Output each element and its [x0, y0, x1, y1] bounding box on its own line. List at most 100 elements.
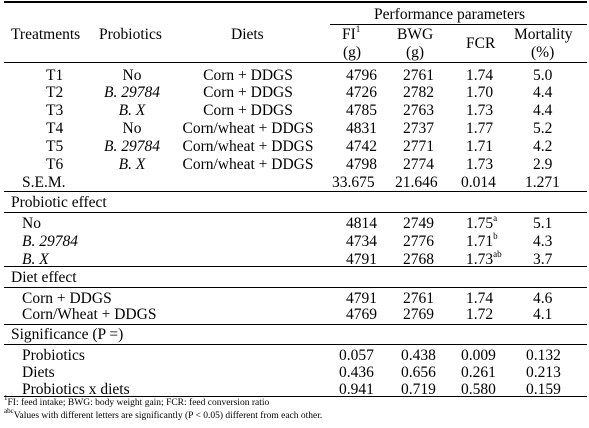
bwg-value: 2776 — [403, 233, 434, 250]
mortality-value: 4.2 — [533, 138, 553, 155]
mortality-pvalue: 0.213 — [526, 364, 561, 381]
diet-effect-title: Diet effect — [11, 269, 77, 286]
probiotic-value: No — [122, 67, 142, 84]
significance-title: Significance (P =) — [11, 326, 124, 343]
bottom-rule — [4, 396, 587, 397]
fi-value: 4726 — [346, 84, 377, 101]
col-header-diets: Diets — [231, 26, 264, 43]
diet-value: Corn/wheat + DDGS — [182, 120, 314, 137]
probiotic-value: B. X — [118, 102, 146, 119]
fi-value: 4791 — [346, 290, 377, 307]
fi-pvalue: 0.436 — [339, 364, 374, 381]
diet-value: Corn + DDGS — [203, 102, 293, 119]
diet-value: Corn + DDGS — [203, 84, 293, 101]
treatment-id: T5 — [46, 138, 64, 155]
probiotic-value: B. X — [118, 156, 146, 173]
bwg-pvalue: 0.656 — [401, 364, 436, 381]
probiotic-effect-label: B. X — [22, 251, 49, 268]
header-bottom-rule — [4, 62, 587, 63]
fcr-value: 1.73ab — [466, 248, 502, 268]
significance-letter: a — [493, 212, 498, 223]
treatment-id: T4 — [46, 120, 64, 137]
mortality-value: 5.1 — [533, 215, 553, 232]
fi-value: 4814 — [346, 215, 377, 232]
fi-value: 4796 — [346, 67, 377, 84]
bwg-pvalue: 0.438 — [401, 347, 436, 364]
mortality-value: 4.1 — [533, 306, 553, 323]
fcr-value: 1.77 — [466, 120, 494, 137]
fcr-value: 1.72 — [466, 306, 494, 323]
sem-label: S.E.M. — [22, 174, 66, 191]
significance-label: Probiotics x diets — [22, 381, 130, 398]
fi-value: 4769 — [346, 306, 377, 323]
performance-parameters-heading: Performance parameters — [374, 6, 526, 23]
significance-label: Diets — [22, 364, 55, 381]
probiotic-effect-title: Probiotic effect — [11, 194, 107, 211]
diet-value: Corn + DDGS — [203, 67, 293, 84]
top-rule — [4, 1, 587, 3]
diet-effect-label: Corn/Wheat + DDGS — [22, 306, 157, 323]
bwg-value: 2782 — [403, 84, 434, 101]
diet-value: Corn/wheat + DDGS — [182, 156, 314, 173]
col-header-fi-unit: (g) — [343, 44, 362, 61]
col-header-mortality: Mortality — [514, 26, 573, 43]
fi-pvalue: 0.941 — [339, 381, 374, 398]
bwg-value: 2761 — [403, 67, 434, 84]
mortality-value: 4.4 — [533, 102, 553, 119]
mortality-pvalue: 0.132 — [526, 347, 561, 364]
fcr-value: 1.74 — [466, 67, 494, 84]
diet-effect-rule — [4, 287, 587, 288]
significance-rule-top — [4, 324, 587, 325]
fcr-value: 1.71b — [466, 230, 498, 250]
sem-mortality: 1.271 — [525, 174, 560, 191]
probiotic-effect-rule — [4, 212, 587, 213]
fcr-pvalue: 0.580 — [461, 381, 496, 398]
significance-letter: b — [493, 230, 498, 241]
fcr-value: 1.70 — [466, 84, 494, 101]
probiotic-value: B. 29784 — [104, 84, 160, 101]
probiotic-value: No — [122, 120, 142, 137]
mortality-value: 5.0 — [533, 67, 553, 84]
bwg-value: 2769 — [403, 306, 434, 323]
treatment-id: T1 — [46, 67, 64, 84]
mortality-value: 5.2 — [533, 120, 553, 137]
fi-value: 4798 — [346, 156, 377, 173]
probiotic-effect-label: B. 29784 — [22, 233, 78, 250]
group-header-rule — [330, 24, 587, 25]
bwg-value: 2768 — [403, 251, 434, 268]
col-header-mortality-unit: (%) — [531, 44, 555, 61]
col-header-bwg: BWG — [397, 26, 434, 43]
mortality-value: 4.3 — [533, 233, 553, 250]
treatment-id: T3 — [46, 102, 64, 119]
diet-value: Corn/wheat + DDGS — [182, 138, 314, 155]
significance-rule — [4, 344, 587, 345]
bwg-value: 2771 — [403, 138, 434, 155]
fi-pvalue: 0.057 — [339, 347, 374, 364]
sem-fcr: 0.014 — [461, 174, 496, 191]
bwg-value: 2749 — [403, 215, 434, 232]
bwg-pvalue: 0.719 — [401, 381, 436, 398]
fcr-value: 1.71 — [466, 138, 494, 155]
bwg-value: 2761 — [403, 290, 434, 307]
fi-value: 4831 — [346, 120, 377, 137]
treatment-id: T6 — [46, 156, 64, 173]
mortality-value: 4.4 — [533, 84, 553, 101]
bwg-value: 2763 — [403, 102, 434, 119]
fcr-value: 1.75a — [466, 212, 498, 232]
significance-letter: ab — [493, 248, 502, 259]
diet-effect-rule-top — [4, 266, 587, 267]
col-header-bwg-unit: (g) — [406, 44, 425, 61]
fi-value: 4742 — [346, 138, 377, 155]
mortality-pvalue: 0.159 — [526, 381, 561, 398]
fi-value: 4734 — [346, 233, 377, 250]
probiotic-value: B. 29784 — [104, 138, 160, 155]
col-header-probiotics: Probiotics — [99, 26, 162, 43]
diet-effect-label: Corn + DDGS — [22, 290, 112, 307]
col-header-treatments: Treatments — [11, 26, 81, 43]
sem-bwg: 21.646 — [395, 174, 438, 191]
sem-rule — [4, 191, 587, 192]
mortality-value: 2.9 — [533, 156, 553, 173]
col-header-fcr: FCR — [466, 35, 496, 52]
treatment-id: T2 — [46, 84, 64, 101]
fcr-value: 1.74 — [466, 290, 494, 307]
